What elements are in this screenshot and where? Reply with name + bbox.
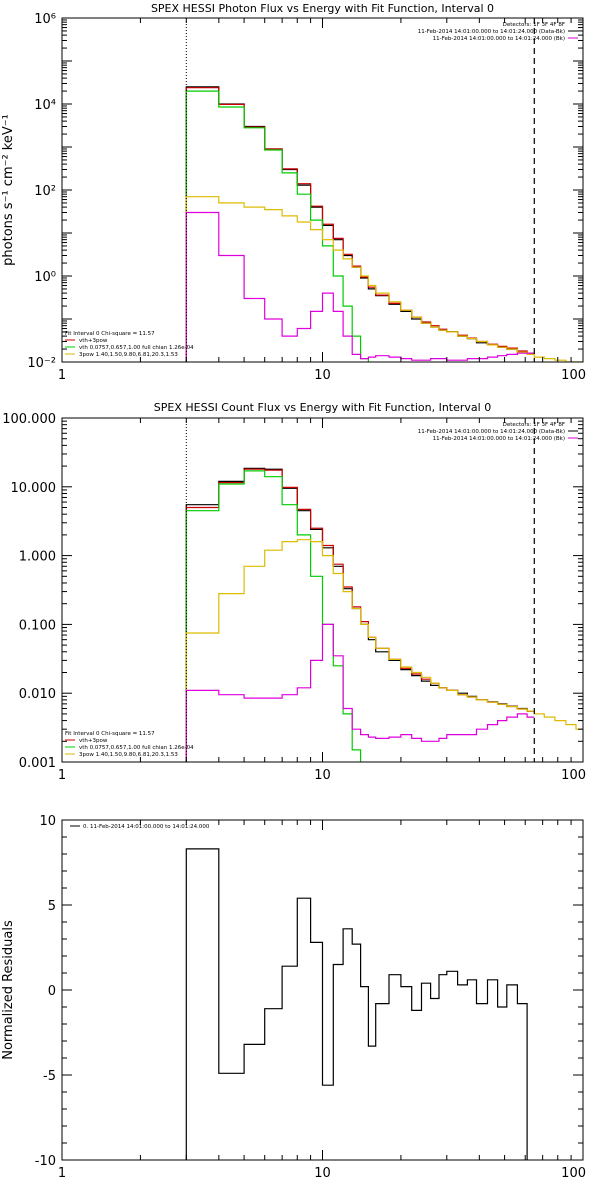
y-tick-label: 10 <box>39 814 56 829</box>
chart-title: SPEX HESSI Photon Flux vs Energy with Fi… <box>151 2 494 15</box>
x-tick-label: 10 <box>314 1166 331 1181</box>
legend-entry: vth 0.0757,0.657,1.00 full chian 1.26e-0… <box>79 745 194 751</box>
y-tick-label: 0.010 <box>19 687 56 702</box>
series-line-5 <box>185 623 535 762</box>
y-axis-label: photons s⁻¹ cm⁻² keV⁻¹ <box>1 114 16 266</box>
y-tick-label: 1.000 <box>19 550 56 565</box>
series-line-2 <box>185 87 535 362</box>
y-tick-label: 0 <box>48 984 56 999</box>
x-tick-label: 1 <box>58 768 66 783</box>
y-tick-label: 0.001 <box>19 756 56 771</box>
chart-panel-1: SPEX HESSI Photon Flux vs Energy with Fi… <box>1 2 586 383</box>
x-tick-label: 100 <box>561 1166 586 1181</box>
x-tick-label: 10 <box>314 768 331 783</box>
x-tick-label: 1 <box>58 368 66 383</box>
legend-entry: Fit Interval 0 Chi-square = 11.57 <box>65 731 155 737</box>
legend-entry: 11-Feb-2014 14:01:00.000 to 14:01:24.000… <box>418 29 565 35</box>
series-line-4 <box>185 539 583 762</box>
y-tick-label: 100.000 <box>2 412 56 427</box>
legend-entry: 3pow 1.40,1.50,9.80,6.81,20.3,1.53 <box>79 752 178 758</box>
series-line-1 <box>185 86 535 362</box>
legend-entry: vth+3pow <box>79 338 108 344</box>
x-tick-label: 1 <box>58 1166 66 1181</box>
series-line-4 <box>185 196 583 362</box>
y-tick-label: 0.100 <box>19 618 56 633</box>
y-tick-label: -10 <box>35 1154 56 1169</box>
series-line-3 <box>185 470 362 762</box>
chart-panel-2: SPEX HESSI Count Flux vs Energy with Fit… <box>2 401 586 783</box>
x-tick-label: 10 <box>314 368 331 383</box>
legend-entry: Fit Interval 0 Chi-square = 11.57 <box>65 331 155 337</box>
legend-entry: Detectors: 1F 3F 4F 8F <box>503 22 565 28</box>
y-tick-label: 10⁶ <box>34 12 56 27</box>
series-group <box>185 848 528 1160</box>
chart-panel-3: Normalized Residuals 1 10 100 -10 -5 0 5 10 0. 11… <box>1 814 586 1181</box>
y-tick-label: 5 <box>48 899 56 914</box>
y-tick-label: 10⁰ <box>34 270 56 285</box>
legend-entry: Detectors: 1F 3F 4F 8F <box>503 422 565 428</box>
y-tick-label: 10⁴ <box>34 98 56 113</box>
series-line-5 <box>185 211 535 362</box>
chart-title: SPEX HESSI Count Flux vs Energy with Fit… <box>154 401 491 414</box>
legend-entry: 11-Feb-2014 14:01:00.000 to 14:01:24.000… <box>433 36 565 42</box>
legend-entry: 11-Feb-2014 14:01:00.000 to 14:01:24.000… <box>418 429 565 435</box>
y-tick-label: 10⁻² <box>27 356 56 371</box>
series-group <box>185 467 583 762</box>
y-axis-label: Normalized Residuals <box>1 920 16 1060</box>
series-group <box>185 86 583 362</box>
x-tick-label: 100 <box>561 368 586 383</box>
series-line-3 <box>185 90 369 362</box>
legend-entry: vth+3pow <box>79 738 108 744</box>
legend-entry: vth 0.0757,0.657,1.00 full chian 1.26e-0… <box>79 345 194 351</box>
legend-entry: 11-Feb-2014 14:01:00.000 to 14:01:24.000… <box>433 436 565 442</box>
x-tick-label: 100 <box>561 768 586 783</box>
y-tick-label: 10.000 <box>11 481 57 496</box>
legend-entry: 3pow 1.40,1.50,9.80,6.81,20.3,1.53 <box>79 352 178 358</box>
y-tick-label: 10² <box>34 184 56 199</box>
y-tick-label: -5 <box>43 1069 56 1084</box>
legend-entry: 0. 11-Feb-2014 14:01:00.000 to 14:01:24.… <box>83 824 210 830</box>
series-line-1 <box>185 848 528 1160</box>
